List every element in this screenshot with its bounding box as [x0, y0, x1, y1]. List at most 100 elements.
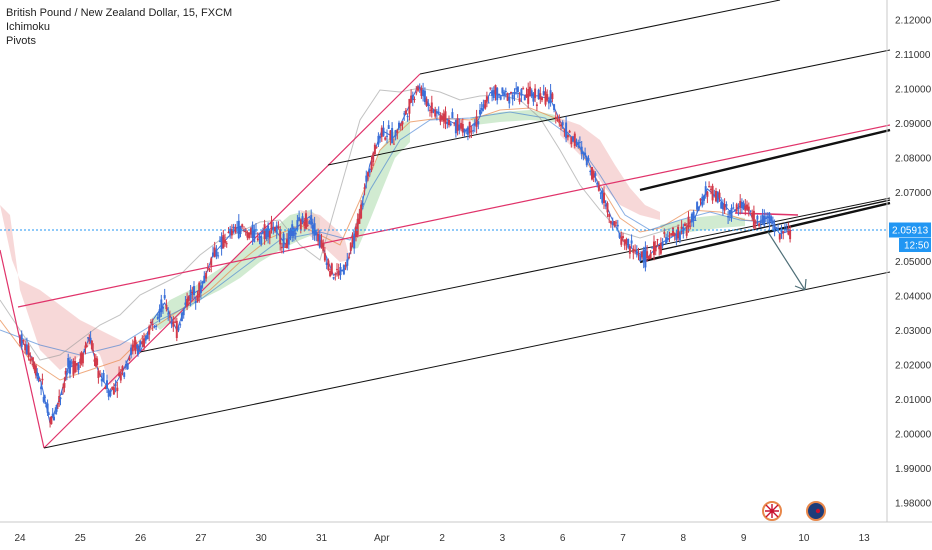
candle-body — [468, 121, 471, 134]
candle-body — [699, 198, 702, 201]
x-tick-label: Apr — [374, 533, 390, 544]
candle-body — [249, 228, 252, 235]
candle-body — [80, 353, 83, 363]
candle-body — [789, 229, 792, 240]
candle-body — [582, 152, 585, 154]
candle-body — [418, 86, 421, 89]
candle-body — [692, 211, 695, 221]
candle-body — [165, 304, 168, 310]
candle-body — [544, 91, 547, 105]
candle-body — [151, 323, 154, 325]
candle-body — [696, 202, 699, 210]
candle-body — [261, 231, 264, 234]
candle-body — [351, 235, 354, 243]
candle-body — [107, 390, 110, 397]
candle-body — [24, 344, 27, 351]
candle-body — [541, 97, 543, 101]
candle-body — [625, 239, 628, 244]
candle-body — [389, 130, 392, 140]
candle-body — [539, 93, 542, 100]
candle-body — [616, 224, 619, 227]
candle-body — [573, 133, 576, 147]
candle-body — [732, 207, 735, 209]
candle-body — [687, 216, 690, 228]
x-tick-label: 6 — [560, 533, 566, 544]
candle-body — [191, 291, 194, 293]
candle-body — [65, 372, 68, 375]
x-tick-label: 31 — [316, 533, 328, 544]
candle-body — [384, 137, 387, 140]
candle-body — [627, 238, 630, 248]
candle-body — [735, 204, 738, 212]
candle-body — [177, 327, 180, 331]
candle-body — [336, 268, 338, 270]
candle-body — [260, 235, 263, 245]
x-tick-label: 10 — [798, 533, 810, 544]
candle-body — [332, 277, 335, 279]
candle-body — [451, 112, 454, 118]
channel-upper — [327, 49, 891, 166]
candle-body — [131, 344, 134, 352]
candle-body — [739, 200, 742, 208]
indicator-ichimoku[interactable]: Ichimoku — [6, 21, 51, 33]
candle-body — [609, 220, 612, 224]
countdown-label: 12:50 — [904, 241, 929, 252]
candle-body — [180, 313, 183, 321]
candle-body — [630, 240, 633, 244]
candle-body — [580, 146, 583, 155]
y-tick-label: 1.98000 — [895, 499, 932, 510]
candle-body — [456, 118, 459, 131]
candle-body — [601, 190, 604, 203]
candle-body — [368, 168, 371, 173]
candle-body — [708, 186, 711, 188]
candle-body — [547, 100, 550, 104]
candle-body — [143, 338, 145, 347]
x-tick-label: 30 — [256, 533, 268, 544]
candle-body — [704, 186, 707, 195]
candle-body — [408, 99, 411, 114]
candle-body — [558, 118, 561, 123]
candle-body — [453, 122, 456, 124]
candle-body — [62, 387, 65, 389]
candle-body — [346, 259, 349, 266]
candle-body — [444, 111, 447, 124]
candle-body — [515, 88, 518, 90]
candle-body — [728, 210, 731, 215]
x-tick-label: 2 — [439, 533, 445, 544]
candle-body — [208, 269, 211, 271]
candle-body — [387, 125, 390, 129]
candle-body — [42, 396, 45, 402]
candle-body — [747, 206, 750, 211]
candle-body — [461, 124, 464, 133]
candle-body — [75, 363, 78, 366]
candle-body — [718, 192, 721, 198]
candle-body — [499, 96, 502, 100]
candle-body — [511, 95, 514, 100]
x-tick-label: 27 — [195, 533, 207, 544]
candle-body — [690, 213, 693, 223]
candle-body — [715, 191, 717, 202]
candle-body — [506, 93, 509, 101]
candle-body — [29, 359, 32, 362]
candle-body — [527, 89, 530, 104]
candle-body — [168, 316, 171, 318]
candle-body — [658, 245, 661, 250]
candle-body — [575, 141, 578, 144]
candle-body — [510, 91, 512, 93]
candle-body — [162, 306, 164, 309]
candle-body — [193, 286, 195, 295]
candle-body — [484, 99, 487, 109]
candle-body — [51, 413, 54, 417]
indicator-pivots[interactable]: Pivots — [6, 35, 36, 47]
candle-body — [780, 228, 783, 233]
candle-body — [163, 295, 166, 299]
candle-body — [294, 232, 297, 235]
candle-body — [93, 359, 96, 362]
cloud-red-1 — [0, 205, 140, 385]
candle-body — [303, 221, 306, 226]
candle-body — [463, 129, 466, 133]
candle-body — [370, 161, 373, 170]
candle-body — [566, 135, 569, 138]
candle-body — [666, 237, 669, 240]
